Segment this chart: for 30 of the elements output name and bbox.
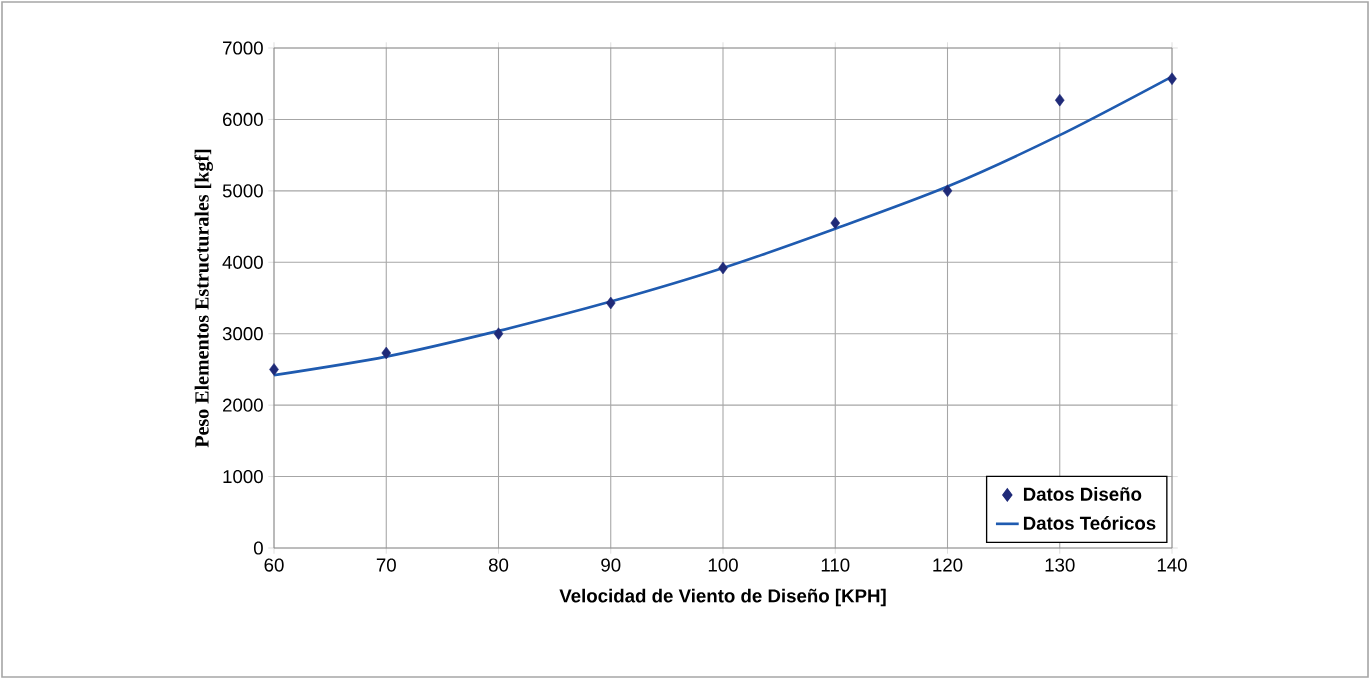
point	[1054, 93, 1065, 107]
point	[1167, 72, 1177, 85]
point	[269, 363, 279, 376]
point	[830, 216, 841, 230]
point	[605, 296, 616, 310]
y-tick-label: 0	[253, 541, 263, 555]
x-tick-label: 70	[376, 558, 396, 572]
y-tick-label: 1000	[223, 469, 263, 484]
point	[493, 327, 504, 340]
legend-label: Datos Teóricos	[1023, 515, 1156, 530]
y-tick-label: 4000	[222, 255, 263, 269]
x-tick-label: 130	[1045, 558, 1075, 572]
point	[718, 261, 728, 275]
y-tick-label: 3000	[222, 327, 263, 341]
x-tick-label: 120	[933, 558, 963, 572]
x-tick-label: 60	[264, 558, 284, 572]
y-tick-label: 2000	[223, 398, 263, 412]
y-tick-label: 5000	[222, 184, 263, 198]
x-tick-label: 110	[821, 558, 850, 572]
x-axis-title: Velocidad de Viento de Diseño [KPH]	[559, 588, 886, 607]
x-tick-label: 90	[601, 558, 621, 572]
point	[381, 346, 392, 360]
point	[942, 184, 953, 198]
x-tick-label: 140	[1157, 558, 1187, 572]
legend-label: Datos Diseño	[1023, 487, 1142, 501]
x-tick-label: 100	[708, 558, 738, 572]
y-tick-label: 6000	[223, 112, 263, 127]
y-tick-label: 7000	[223, 41, 263, 55]
y-axis-title: Peso Elementos Estructurales [kgf]	[194, 149, 213, 448]
x-tick-label: 80	[488, 558, 509, 572]
